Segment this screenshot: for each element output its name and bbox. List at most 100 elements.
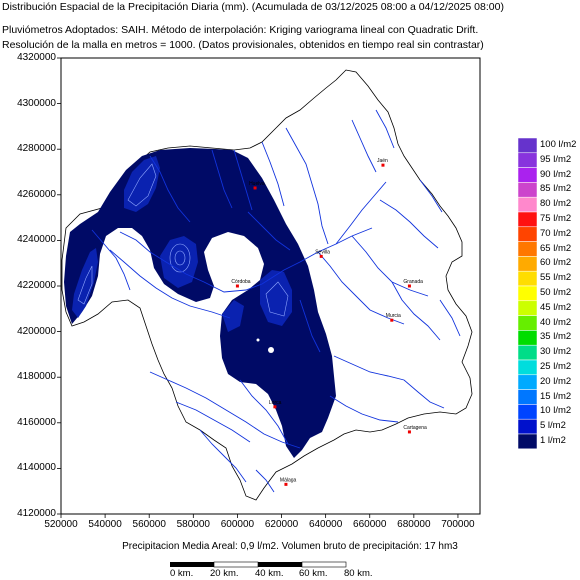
town-markers: Jaén Huelva Sevilla Córdoba Granada Murcia Lor… [231, 158, 427, 486]
legend-swatch [517, 359, 538, 376]
y-tick-label: 4160000 [17, 416, 56, 428]
y-tick-label: 4220000 [17, 280, 56, 291]
legend-label: 30 l/m2 [540, 346, 572, 358]
town-marker [381, 163, 385, 167]
map-title: Distribución Espacial de la Precipitació… [2, 1, 504, 13]
town-marker [235, 284, 239, 288]
legend-label: 40 l/m2 [540, 316, 572, 328]
legend-swatch [517, 374, 538, 390]
legend-swatch [517, 182, 538, 198]
x-tick-label: 680000 [397, 519, 431, 530]
legend-swatch [517, 285, 538, 302]
x-axis [60, 514, 459, 518]
town-label: Huelva [249, 181, 265, 187]
town-marker [284, 482, 288, 486]
town-label: Málaga [280, 477, 297, 483]
legend-swatch [517, 211, 538, 228]
legend-label: 35 l/m2 [540, 331, 572, 343]
areal-precipitation-summary: Precipitacion Media Areal: 0,9 l/m2. Vol… [122, 541, 458, 552]
rain-zone-5-north [124, 156, 160, 212]
legend-label: 75 l/m2 [540, 213, 572, 224]
rain-zone-5-southwest [222, 300, 244, 332]
legend [517, 137, 538, 450]
town-label: Jaén [377, 158, 388, 164]
town-label: Murcia [386, 313, 401, 319]
legend-label: 95 l/m2 [540, 153, 572, 165]
town-label: Granada [403, 279, 423, 285]
legend-swatch [517, 344, 538, 361]
legend-label: 25 l/m2 [540, 361, 572, 372]
legend-label: 15 l/m2 [540, 390, 572, 402]
legend-swatch [517, 404, 538, 420]
town-label: Córdoba [231, 279, 250, 285]
map-subtitle-method: Pluviómetros Adoptados: SAIH. Método de … [2, 24, 479, 36]
legend-swatch [517, 389, 538, 405]
legend-label: 45 l/m2 [540, 301, 572, 313]
legend-label: 50 l/m2 [540, 287, 572, 298]
legend-label: 70 l/m2 [540, 227, 572, 239]
town-marker [407, 284, 411, 288]
scale-label-80: 80 km. [344, 568, 373, 579]
y-tick-label: 4240000 [17, 234, 56, 246]
legend-swatch [517, 300, 538, 316]
map-gap [256, 338, 260, 342]
legend-swatch [517, 226, 538, 242]
legend-swatch [517, 167, 538, 183]
y-tick-label: 4180000 [17, 371, 56, 383]
y-axis [57, 57, 61, 515]
town-marker [273, 405, 277, 409]
town-marker [319, 254, 323, 258]
legend-swatch [517, 270, 538, 287]
x-tick-label: 540000 [88, 519, 122, 530]
legend-swatch [517, 315, 538, 331]
legend-label: 60 l/m2 [540, 257, 572, 269]
town-label: Sevilla [315, 249, 330, 255]
y-tick-label: 4260000 [17, 188, 56, 200]
y-tick-label: 4200000 [17, 325, 56, 337]
map-gap [268, 347, 274, 353]
scale-label-40: 40 km. [255, 568, 284, 579]
legend-label: 55 l/m2 [540, 272, 572, 284]
town-marker [407, 430, 411, 434]
legend-swatch [517, 330, 538, 346]
legend-label: 20 l/m2 [540, 375, 572, 387]
rain-zone-1 [64, 148, 336, 458]
legend-label: 85 l/m2 [540, 183, 572, 195]
legend-swatch [517, 241, 538, 257]
legend-label: 90 l/m2 [540, 168, 572, 180]
x-tick-label: 520000 [44, 519, 78, 530]
legend-swatch [517, 433, 538, 450]
y-tick-label: 4120000 [17, 508, 56, 519]
scale-bar [170, 561, 347, 568]
legend-swatch [517, 196, 538, 213]
scale-label-0: 0 km. [170, 568, 194, 579]
legend-swatch [517, 152, 538, 168]
legend-swatch [517, 137, 538, 154]
town-label: Cartagena [403, 425, 427, 431]
y-tick-label: 4280000 [17, 143, 56, 155]
river-network [91, 109, 461, 493]
x-tick-label: 660000 [353, 519, 387, 530]
legend-label: 100 l/m2 [540, 139, 577, 150]
scale-label-20: 20 km. [210, 568, 239, 579]
y-tick-label: 4320000 [17, 52, 56, 63]
map-subtitle-resolution: Resolución de la malla en metros = 1000.… [2, 39, 484, 51]
x-tick-label: 580000 [176, 519, 210, 530]
legend-label: 10 l/m2 [540, 405, 572, 417]
x-tick-label: 700000 [441, 519, 475, 530]
legend-label: 65 l/m2 [540, 242, 572, 254]
y-tick-label: 4140000 [17, 462, 56, 474]
x-tick-label: 620000 [264, 519, 299, 530]
y-tick-label: 4300000 [17, 97, 56, 109]
rain-zone-5-south [260, 270, 292, 326]
x-tick-label: 600000 [220, 519, 255, 530]
contour-lines [77, 163, 289, 317]
town-marker [390, 318, 394, 322]
town-label: Lorca [269, 400, 282, 406]
legend-label: 5 l/m2 [540, 420, 566, 432]
town-marker [253, 186, 257, 190]
x-tick-label: 560000 [132, 519, 166, 530]
scale-label-60: 60 km. [299, 568, 328, 579]
x-tick-label: 640000 [308, 519, 343, 530]
